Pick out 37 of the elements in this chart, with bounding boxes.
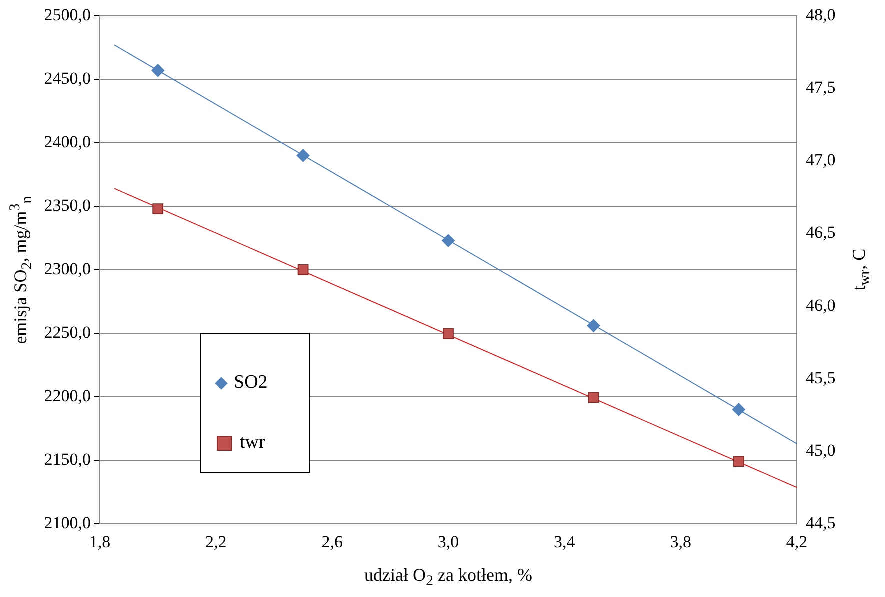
- y2-tick-label: 47,5: [806, 78, 836, 98]
- x-tick-label: 4,2: [786, 532, 808, 552]
- y-tick-label: 2250,0: [44, 322, 91, 342]
- y-tick-label: 2350,0: [44, 196, 91, 215]
- point: [442, 234, 455, 248]
- point: [152, 204, 164, 214]
- x-axis-title: udział O$_{2}$ za kotłem, %: [364, 565, 532, 591]
- y-tick-label: 2450,0: [44, 68, 91, 88]
- y2-tick-label: 46,0: [806, 296, 836, 315]
- x-tick-label: 3,8: [670, 532, 692, 552]
- point: [152, 64, 165, 78]
- legend-label: twr: [240, 432, 266, 454]
- y2-tick-label: 45,5: [806, 368, 836, 388]
- x-tick-label: 2,2: [206, 532, 227, 552]
- x-tick-label: 2,6: [322, 532, 343, 552]
- y2-tick-label: 46,5: [806, 223, 836, 242]
- y-tick-label: 2500,0: [44, 5, 91, 24]
- point: [587, 319, 600, 332]
- y2-tick-label: 48,0: [806, 5, 836, 24]
- y2-tick-label: 47,0: [806, 150, 836, 170]
- point: [732, 403, 746, 416]
- x-tick-label: 3,4: [554, 532, 576, 552]
- y-tick-label: 2150,0: [44, 450, 91, 469]
- y-tick-label: 2200,0: [44, 386, 91, 406]
- y-tick-label: 2300,0: [44, 259, 91, 278]
- x-tick-label: 1,8: [89, 532, 111, 552]
- point: [733, 456, 744, 468]
- y2-tick-label: 44,5: [806, 513, 836, 532]
- y-tick-label: 2400,0: [44, 132, 91, 152]
- point: [588, 392, 600, 404]
- x-tick-label: 3,0: [438, 532, 460, 552]
- legend-label: SO2: [234, 372, 268, 394]
- y2-tick-label: 45,0: [806, 440, 836, 460]
- y-tick-label: 2100,0: [44, 513, 91, 532]
- point: [298, 264, 309, 276]
- point: [296, 149, 310, 162]
- point: [443, 328, 454, 340]
